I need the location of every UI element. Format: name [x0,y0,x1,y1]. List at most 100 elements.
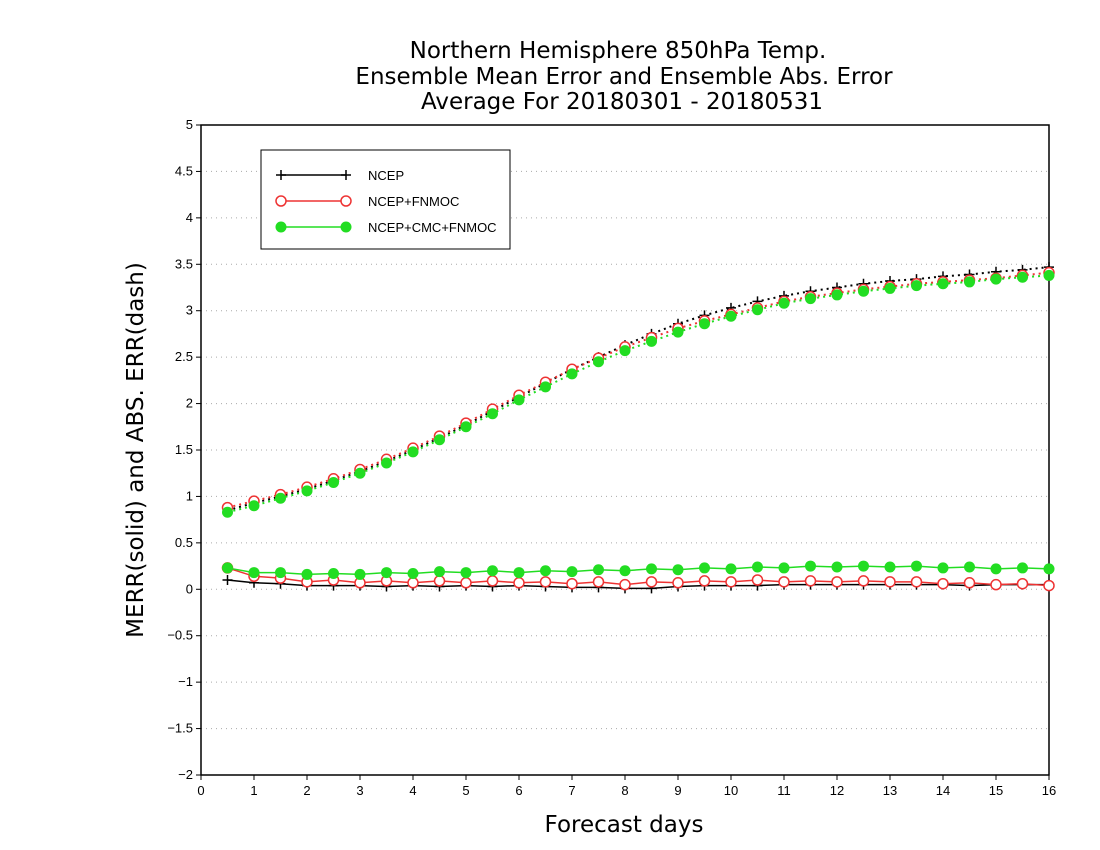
x-tick-label: 0 [197,783,204,798]
mean-error-point [513,577,525,589]
series-1 [221,266,1055,592]
y-tick-label: 4 [186,210,193,225]
mean-error-point [884,576,896,588]
series-2 [222,269,1055,580]
mean-error-point [831,576,843,588]
series-lines [221,262,1055,594]
mean-error-point [539,576,552,588]
y-tick-label: −1.5 [167,721,193,736]
abs-error-point [460,421,472,433]
mean-error-point [593,564,604,576]
mean-error-point [910,576,923,588]
y-tick-label: 2 [186,396,193,411]
mean-error-point [619,565,631,577]
legend-marker-ncep-cmc-fnmoc-start [275,221,287,233]
abs-error-point [911,280,922,292]
mean-error-point [566,566,578,578]
y-tick-label: −1 [178,674,193,689]
mean-error-point [778,576,790,588]
y-tick-label: −2 [178,767,193,782]
mean-error-point [487,565,498,577]
mean-error-point [275,567,286,579]
legend-box [260,149,511,250]
abs-error-point [487,408,498,420]
mean-error-point [645,576,658,588]
abs-error-point [1017,271,1028,283]
abs-error-point [593,356,604,368]
mean-error-point [911,560,922,572]
x-tick-label: 2 [303,783,310,798]
mean-error-point [725,563,737,575]
legend-label-ncep-fnmoc: NCEP+FNMOC [368,194,459,209]
mean-error-point [513,567,525,579]
mean-error-point [884,561,896,573]
title-line-3: Average For 20180301 - 20180531 [421,89,823,115]
x-tick-label: 1 [250,783,257,798]
abs-error-point [275,492,286,504]
x-tick-label: 8 [621,783,628,798]
mean-error-point [433,575,446,587]
abs-error-point [407,446,419,458]
mean-error-point [354,568,366,580]
mean-error-point [752,561,763,573]
mean-error-point [937,562,949,574]
title-line-1: Northern Hemisphere 850hPa Temp. [410,38,827,64]
abs-error-point [540,381,551,393]
mean-error-point [990,578,1002,591]
y-tick-label: 4.5 [175,163,193,178]
abs-error-point [619,345,631,357]
x-tick-label: 13 [883,783,897,798]
abs-error-point [990,273,1002,285]
mean-error-point [407,568,419,579]
mean-error-point [1043,563,1055,575]
mean-error-point [566,577,578,590]
abs-error-line-2 [227,274,1050,514]
mean-error-point [1017,562,1028,574]
mean-error-point [804,575,817,587]
x-tick-label: 14 [936,783,950,798]
mean-error-point [831,561,843,573]
x-axis-label: Forecast days [545,812,704,838]
abs-error-point [805,293,816,305]
abs-error-point [434,434,445,446]
mean-error-point [301,568,313,580]
legend-marker-ncep-cmc-fnmoc-end [340,221,352,233]
x-tick-label: 7 [568,783,575,798]
abs-error-line-1 [227,271,1050,509]
plot-axes: −2−1.5−1−0.500.511.522.533.544.550 1 2 3 4 5 6… [167,117,1056,798]
mean-error-point [460,567,472,579]
abs-error-point [513,394,525,406]
abs-error-point [1043,269,1055,281]
mean-error-point [751,574,764,586]
mean-error-point [1016,577,1029,590]
abs-error-point [646,335,657,347]
title-line-2: Ensemble Mean Error and Ensemble Abs. Er… [355,64,893,90]
x-tick-label: 12 [830,783,844,798]
grid-lines [201,170,1049,730]
mean-error-point [672,577,684,589]
legend-marker-ncep [276,170,351,180]
abs-error-point [831,289,843,301]
x-tick-label: 3 [356,783,363,798]
x-tick-label: 16 [1042,783,1056,798]
x-tick-label: 6 [515,783,522,798]
mean-error-point [1043,579,1055,592]
abs-error-point [328,477,339,488]
abs-error-point [964,276,975,288]
y-tick-label: 5 [186,117,193,132]
mean-error-point [460,577,472,589]
mean-error-point [725,576,737,588]
mean-error-point [857,575,870,587]
x-tick-label: 4 [409,783,416,798]
mean-error-line-1 [227,567,1050,587]
x-tick-label: 15 [989,783,1003,798]
mean-error-point [540,565,551,577]
y-tick-label: −0.5 [167,628,193,643]
mean-error-point [222,562,233,574]
legend-entry-ncep: NCEP [276,168,404,183]
abs-error-point [222,506,233,518]
mean-error-point [434,566,445,578]
abs-error-point [566,368,578,380]
x-tick-label: 9 [674,783,681,798]
